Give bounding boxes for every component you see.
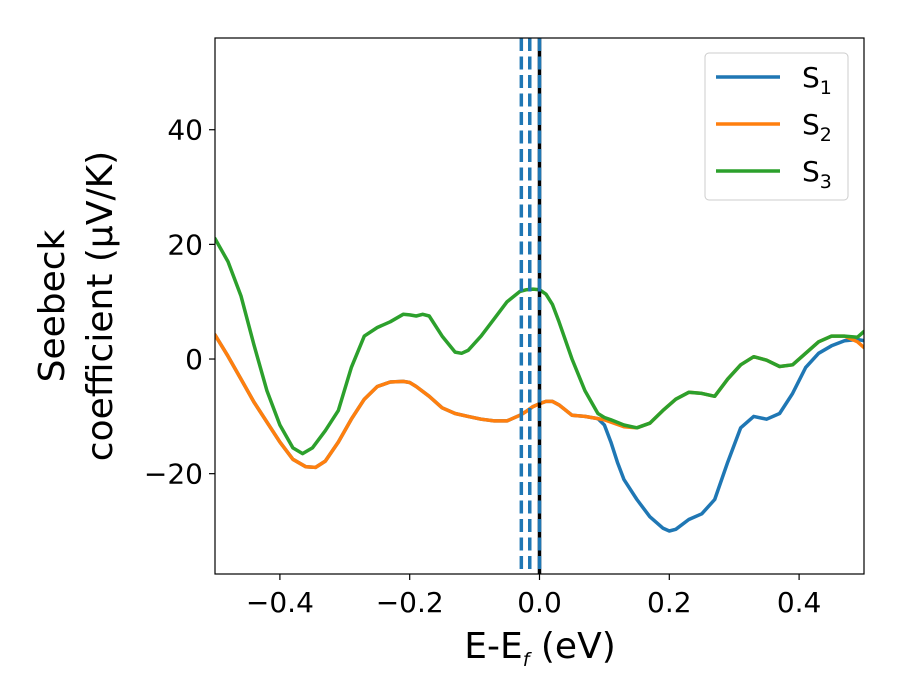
- y-tick-label: 0: [185, 343, 203, 376]
- legend-label-s1: S1: [802, 61, 832, 99]
- fermi-level-lines: [519, 38, 542, 574]
- x-axis-title: E-Ef (eV): [464, 626, 616, 671]
- x-tick-label: 0.2: [647, 586, 692, 619]
- legend-items: S1 S2 S3: [716, 61, 832, 193]
- x-axis-title-subscript: f: [523, 649, 533, 671]
- legend-box: [704, 52, 849, 201]
- y-axis-title-line2: coefficient (μV/K): [80, 151, 121, 461]
- x-tick-label: 0.4: [777, 586, 822, 619]
- x-axis: −0.4 −0.2 0.0 0.2 0.4: [246, 574, 821, 619]
- legend-label-s3: S3: [802, 155, 832, 193]
- y-tick-label: 40: [167, 114, 203, 147]
- legend-label-s2: S2: [802, 108, 832, 146]
- x-tick-label: 0.0: [517, 586, 562, 619]
- x-tick-label: −0.4: [246, 586, 314, 619]
- x-axis-title-unit: (eV): [529, 626, 615, 667]
- x-tick-label: −0.2: [376, 586, 444, 619]
- y-tick-label: −20: [144, 458, 203, 491]
- series-line-s3: [215, 236, 864, 456]
- y-axis: −20 0 20 40: [144, 114, 215, 491]
- legend: S1 S2 S3: [704, 52, 849, 201]
- y-axis-title-line1: Seebeck: [32, 229, 73, 382]
- y-tick-label: 20: [167, 228, 203, 261]
- x-axis-title-main: E-E: [464, 626, 522, 667]
